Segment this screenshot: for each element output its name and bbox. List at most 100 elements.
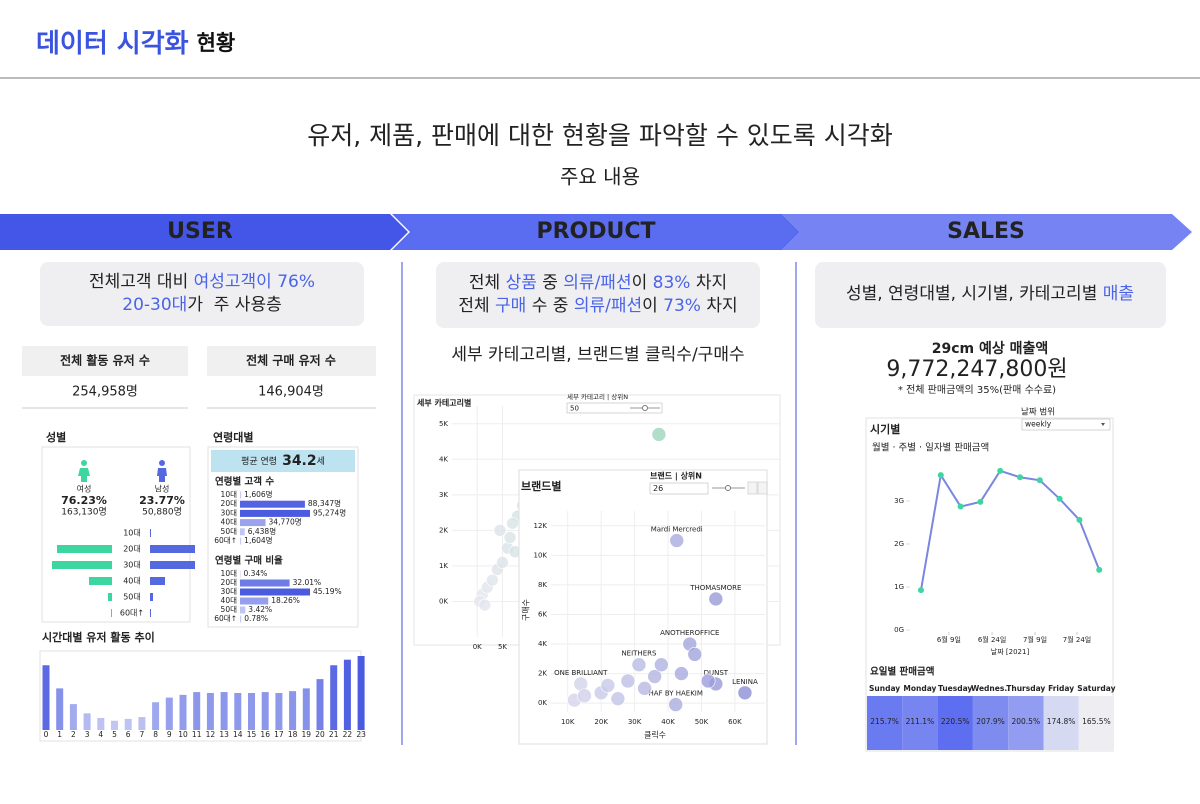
- bar: [357, 656, 365, 730]
- point-label: NEITHERS: [621, 650, 657, 658]
- slider-knob[interactable]: [725, 485, 731, 491]
- x-axis-label: 날짜 [2021]: [991, 647, 1030, 656]
- filter-value: 26: [653, 484, 663, 493]
- x-tick-label: 9: [167, 730, 172, 739]
- point: [668, 697, 684, 712]
- subchart-title: 연령별 구매 비율: [215, 555, 283, 567]
- x-tick-label: 30K: [628, 718, 642, 726]
- category-label: 20대: [221, 499, 238, 508]
- gender-share: 23.77%: [139, 494, 185, 507]
- kpi-note: * 전체 판매금액의 35%(판매 수수료): [898, 384, 1056, 396]
- x-tick-label: 8: [153, 730, 158, 739]
- x-tick-label: 17: [274, 730, 284, 739]
- column-label: Sunday: [869, 684, 900, 693]
- bar: [52, 561, 112, 569]
- summary-line: 전체 구매 수 중 의류/패션이 73% 차지: [458, 296, 737, 316]
- bar: [83, 713, 91, 730]
- category-label: 30대: [221, 508, 238, 517]
- kpi-value: 146,904명: [258, 385, 324, 400]
- point: [506, 516, 519, 530]
- y-tick-label: 1G: [894, 583, 904, 591]
- avg-box: [211, 450, 355, 472]
- marker: [1056, 495, 1063, 502]
- column-label: Wednes..: [971, 684, 1010, 693]
- bar: [240, 500, 305, 508]
- panel-title: 연령대별: [213, 430, 253, 444]
- category-label: 10대: [221, 569, 238, 578]
- y-tick-label: 4K: [439, 455, 448, 463]
- point: [503, 531, 517, 544]
- summary-box: [40, 262, 364, 326]
- heat-cell: [867, 696, 903, 750]
- value-label: 1,604명: [244, 535, 272, 545]
- bar: [150, 561, 195, 569]
- summary-segment: 이: [642, 296, 663, 316]
- marker: [918, 587, 924, 594]
- bar: [193, 692, 201, 730]
- summary-segment: 20-30대: [122, 295, 187, 315]
- bar: [240, 606, 246, 614]
- summary-segment: 73%: [663, 296, 701, 316]
- bar: [150, 529, 151, 537]
- chart-title: 브랜드별: [521, 479, 561, 493]
- x-tick-label: 23: [356, 730, 366, 739]
- marker: [1036, 477, 1043, 484]
- bar: [302, 688, 310, 730]
- summary-segment: 성별, 연령대별, 시기별, 카테고리별: [846, 284, 1103, 304]
- prev-button[interactable]: [747, 481, 758, 495]
- subchart-title: 연령별 고객 수: [215, 476, 274, 488]
- heat-cell: [1043, 696, 1079, 750]
- y-tick-label: 3G: [894, 497, 904, 505]
- summary-segment: 전체: [469, 273, 506, 293]
- x-tick-label: 20K: [594, 718, 608, 726]
- category-label: 30대: [123, 561, 141, 570]
- bar: [165, 697, 173, 730]
- y-tick-label: 10K: [534, 551, 548, 559]
- y-tick-label: 5K: [439, 420, 448, 428]
- summary-box: [436, 262, 760, 328]
- y-tick-label: 2G: [894, 540, 904, 548]
- point: [493, 524, 507, 537]
- chevron: [0, 214, 408, 250]
- avg-unit: 세: [317, 456, 325, 467]
- value-label: 18.26%: [271, 596, 300, 605]
- bar: [111, 720, 118, 730]
- marker: [957, 503, 964, 510]
- bar: [275, 693, 283, 730]
- dropdown[interactable]: [1021, 418, 1111, 431]
- next-button[interactable]: [757, 481, 768, 495]
- point: [647, 669, 662, 684]
- value-label: 0.34%: [244, 569, 268, 578]
- filter-input[interactable]: [566, 402, 663, 414]
- bar: [261, 692, 269, 730]
- category-label: 60대↑: [214, 536, 237, 545]
- bar: [206, 693, 214, 730]
- category-label: 20대: [221, 578, 238, 587]
- summary-segment: 전체: [458, 296, 495, 316]
- slider-knob[interactable]: [642, 405, 648, 411]
- bar: [150, 593, 153, 601]
- value-label: 1,606명: [244, 489, 272, 499]
- summary-segment: 차지: [690, 273, 727, 293]
- filter-input[interactable]: [649, 482, 709, 495]
- bar: [56, 688, 64, 730]
- panel: [865, 417, 1114, 752]
- summary-segment: 중: [537, 273, 563, 293]
- avg-age: 평균 연령 34.2세: [241, 453, 325, 469]
- kpi-label: 전체 구매 유저 수: [246, 353, 336, 368]
- panel: [518, 469, 768, 745]
- summary-segment: 이: [632, 273, 653, 293]
- panel-title: 시간대별 유저 활동 추이: [42, 630, 155, 644]
- filter-label: 세부 카테고리 | 상위N: [567, 392, 628, 401]
- category-label: 20대: [123, 545, 141, 554]
- y-tick-label: 8K: [538, 581, 547, 589]
- point: [631, 657, 647, 673]
- y-tick-label: 6K: [538, 610, 547, 618]
- x-tick-label: 12: [206, 730, 216, 739]
- category-label: 10대: [221, 490, 238, 499]
- category-label: 40대: [221, 518, 238, 527]
- filter-value: weekly: [1025, 420, 1052, 429]
- point: [669, 533, 685, 548]
- category-label: 60대↑: [120, 609, 144, 618]
